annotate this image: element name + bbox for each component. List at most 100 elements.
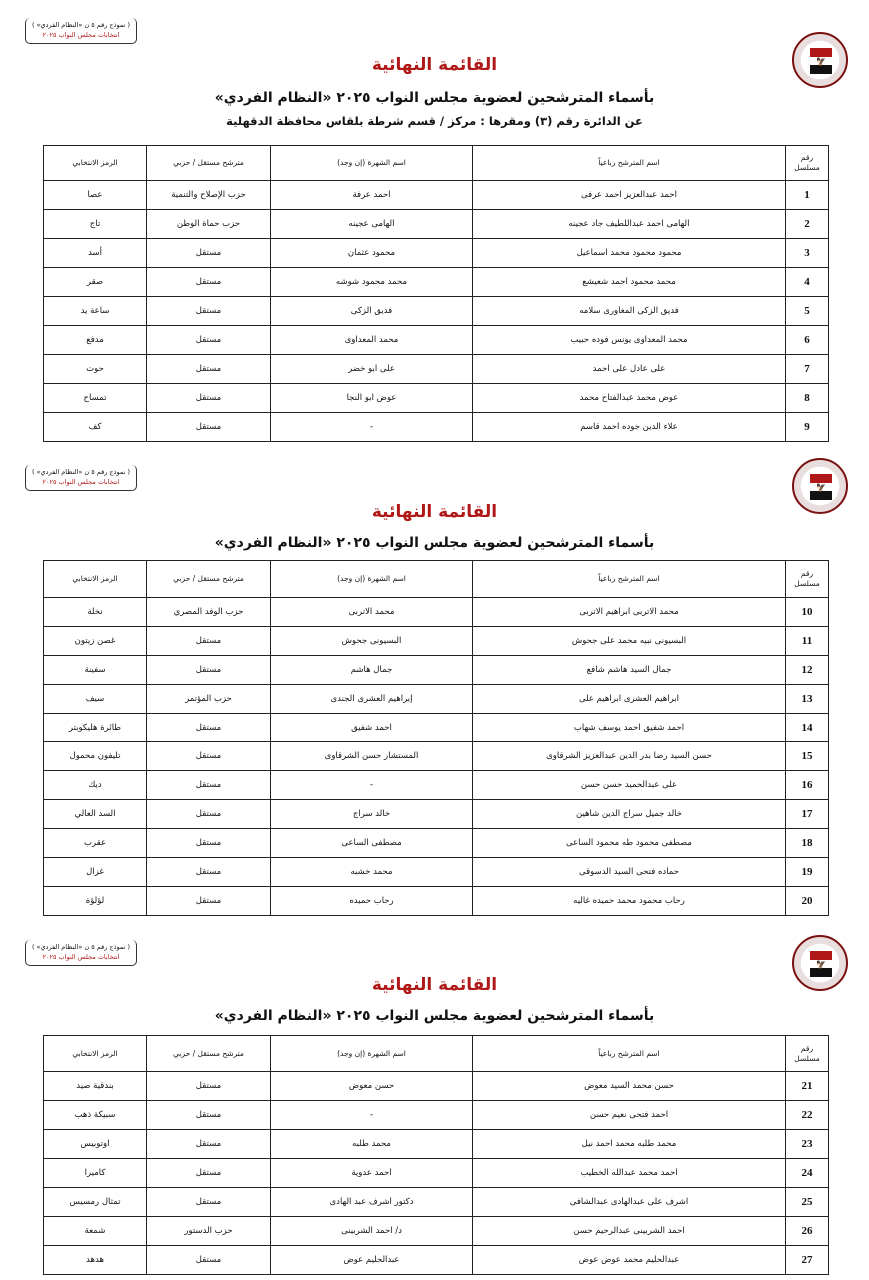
cell-nick: محمد طلبه	[270, 1129, 473, 1159]
cell-symbol: مدفع	[43, 325, 147, 355]
cell-name: احمد فتحى نعيم حسن	[472, 1100, 786, 1130]
table-row: 8 عوض محمد عبدالفتاح محمد عوض ابو النجا مست…	[43, 383, 829, 413]
cell-symbol: صقر	[43, 267, 147, 297]
cell-symbol: بندقية صيد	[43, 1071, 147, 1101]
table-row: 3 محمود محمود محمد اسماعيل محمود عثمان مستق…	[43, 238, 829, 268]
cell-symbol: ديك	[43, 770, 147, 801]
table-row: 7 على عادل على احمد على ابو خضر مستقل حوت	[43, 354, 829, 384]
table-row: 13 ابراهيم العشرى ابراهيم على إبراهيم العش…	[43, 683, 829, 714]
header-type: مترشح مستقل / حزبي	[146, 145, 271, 181]
cell-nick: جمال هاشم	[270, 654, 473, 685]
cell-type: مستقل	[146, 1245, 271, 1275]
egypt-emblem-icon: 🦅	[792, 935, 848, 991]
cell-nick: فديق الزكى	[270, 296, 473, 326]
cell-type: حزب الوفد المصري	[146, 597, 271, 627]
cell-type: حزب حماة الوطن	[146, 209, 271, 239]
cell-type: مستقل	[146, 296, 271, 326]
egypt-emblem-icon: 🦅	[792, 458, 848, 514]
table-row: 15 حسن السيد رضا بدر الدين عبدالعزيز الشر…	[43, 741, 829, 772]
cell-num: 11	[785, 625, 829, 656]
cell-symbol: سيف	[43, 683, 147, 714]
cell-num: 17	[785, 799, 829, 830]
cell-nick: -	[270, 412, 473, 442]
cell-nick: رحاب حميده	[270, 885, 473, 916]
cell-num: 26	[785, 1216, 829, 1246]
cell-name: حسن محمد السيد معوض	[472, 1071, 786, 1101]
header-name: اسم المترشح رباعياً	[472, 145, 786, 181]
cell-nick: حسن معوض	[270, 1071, 473, 1101]
cell-type: مستقل	[146, 354, 271, 384]
page-subtitle: بأسماء المترشحين لعضوية مجلس النواب ٢٠٢٥…	[214, 90, 655, 106]
form-stamp: ( نموذج رقم ٥ ن «النظام الفردي» ) انتخابا…	[25, 940, 137, 966]
cell-type: مستقل	[146, 325, 271, 355]
cell-nick: احمد عرفة	[270, 180, 473, 210]
cell-nick: -	[270, 1100, 473, 1130]
cell-name: احمد شفيق احمد يوسف شهاب	[472, 712, 786, 743]
cell-name: جمال السيد هاشم شافع	[472, 654, 786, 685]
cell-name: فديق الزكى المغاورى سلامه	[472, 296, 786, 326]
cell-name: الهامى احمد عبداللطيف جاد عجينه	[472, 209, 786, 239]
page-subtitle: بأسماء المترشحين لعضوية مجلس النواب ٢٠٢٥…	[214, 535, 655, 551]
cell-type: مستقل	[146, 828, 271, 859]
cell-num: 25	[785, 1187, 829, 1217]
form-stamp: ( نموذج رقم ٥ ن «النظام الفردي» ) انتخابا…	[25, 465, 137, 491]
stamp-line-1: ( نموذج رقم ٥ ن «النظام الفردي» )	[31, 943, 131, 951]
cell-symbol: كاميرا	[43, 1158, 147, 1188]
cell-num: 21	[785, 1071, 829, 1101]
header-nick: اسم الشهرة (إن وجد)	[270, 560, 473, 598]
flag-red-band	[810, 48, 832, 57]
cell-symbol: تمساح	[43, 383, 147, 413]
cell-nick: محمد المعداوى	[270, 325, 473, 355]
header-nick: اسم الشهرة (إن وجد)	[270, 145, 473, 181]
cell-name: اشرف على عبدالهادى عبدالشافى	[472, 1187, 786, 1217]
cell-nick: دكتور اشرف عبد الهادى	[270, 1187, 473, 1217]
egypt-emblem-icon: 🦅	[792, 32, 848, 88]
cell-symbol: تمثال رمسيس	[43, 1187, 147, 1217]
cell-nick: عوض ابو النجا	[270, 383, 473, 413]
table-row: 6 محمد المعداوى يونس فوده حبيب محمد المعدا…	[43, 325, 829, 355]
table-row: 10 محمد الاتربى ابراهيم الاتربى محمد الاتر…	[43, 597, 829, 627]
header-name: اسم المترشح رباعياً	[472, 1035, 786, 1072]
cell-nick: محمد محمود شوشه	[270, 267, 473, 297]
cell-type: مستقل	[146, 383, 271, 413]
table-row: 2 الهامى احمد عبداللطيف جاد عجينه الهامى ع…	[43, 209, 829, 239]
cell-symbol: غزال	[43, 857, 147, 887]
cell-name: محمود محمود محمد اسماعيل	[472, 238, 786, 268]
cell-num: 10	[785, 597, 829, 627]
table-row: 23 محمد طلبه محمد احمد نيل محمد طلبه مستقل ا…	[43, 1129, 829, 1159]
cell-name: محمد الاتربى ابراهيم الاتربى	[472, 597, 786, 627]
cell-num: 19	[785, 857, 829, 887]
page-title: القائمة النهائية	[371, 975, 498, 995]
cell-nick: احمد شفيق	[270, 712, 473, 743]
district-info: عن الدائرة رقم (٣) ومقرها : مركز / قسم ش…	[226, 114, 643, 128]
cell-type: حزب الإصلاح والتنمية	[146, 180, 271, 210]
header-type: مترشح مستقل / حزبي	[146, 1035, 271, 1072]
cell-name: على عبدالحميد حسن حسن	[472, 770, 786, 801]
cell-num: 23	[785, 1129, 829, 1159]
table-row: 9 علاء الدين جوده احمد قاسم - مستقل كف	[43, 412, 829, 442]
stamp-line-2: انتخابات مجلس النواب ٢٠٢٥	[42, 478, 120, 486]
cell-nick: محمود عثمان	[270, 238, 473, 268]
cell-symbol: حوت	[43, 354, 147, 384]
table-row: 25 اشرف على عبدالهادى عبدالشافى دكتور اشرف…	[43, 1187, 829, 1217]
cell-nick: د/ احمد الشربينى	[270, 1216, 473, 1246]
cell-symbol: تاج	[43, 209, 147, 239]
table-row: 11 البسيونى نبيه محمد على جحوش البسيونى جح…	[43, 625, 829, 656]
cell-num: 7	[785, 354, 829, 384]
cell-type: مستقل	[146, 712, 271, 743]
cell-num: 18	[785, 828, 829, 859]
cell-name: محمد محمود احمد شعيشع	[472, 267, 786, 297]
cell-num: 24	[785, 1158, 829, 1188]
cell-name: احمد محمد عبدالله الخطيب	[472, 1158, 786, 1188]
cell-symbol: كف	[43, 412, 147, 442]
cell-name: حسن السيد رضا بدر الدين عبدالعزيز الشرقا…	[472, 741, 786, 772]
flag-white-band: 🦅	[810, 959, 832, 968]
cell-num: 5	[785, 296, 829, 326]
cell-nick: -	[270, 770, 473, 801]
cell-symbol: ساعة يد	[43, 296, 147, 326]
table-row: 14 احمد شفيق احمد يوسف شهاب احمد شفيق مستقل…	[43, 712, 829, 743]
table-row: 20 رحاب محمود محمد حميده غاليه رحاب حميده م…	[43, 885, 829, 916]
cell-symbol: سبيكة ذهب	[43, 1100, 147, 1130]
cell-name: محمد طلبه محمد احمد نيل	[472, 1129, 786, 1159]
cell-name: عبدالحليم محمد عوض عوض	[472, 1245, 786, 1275]
